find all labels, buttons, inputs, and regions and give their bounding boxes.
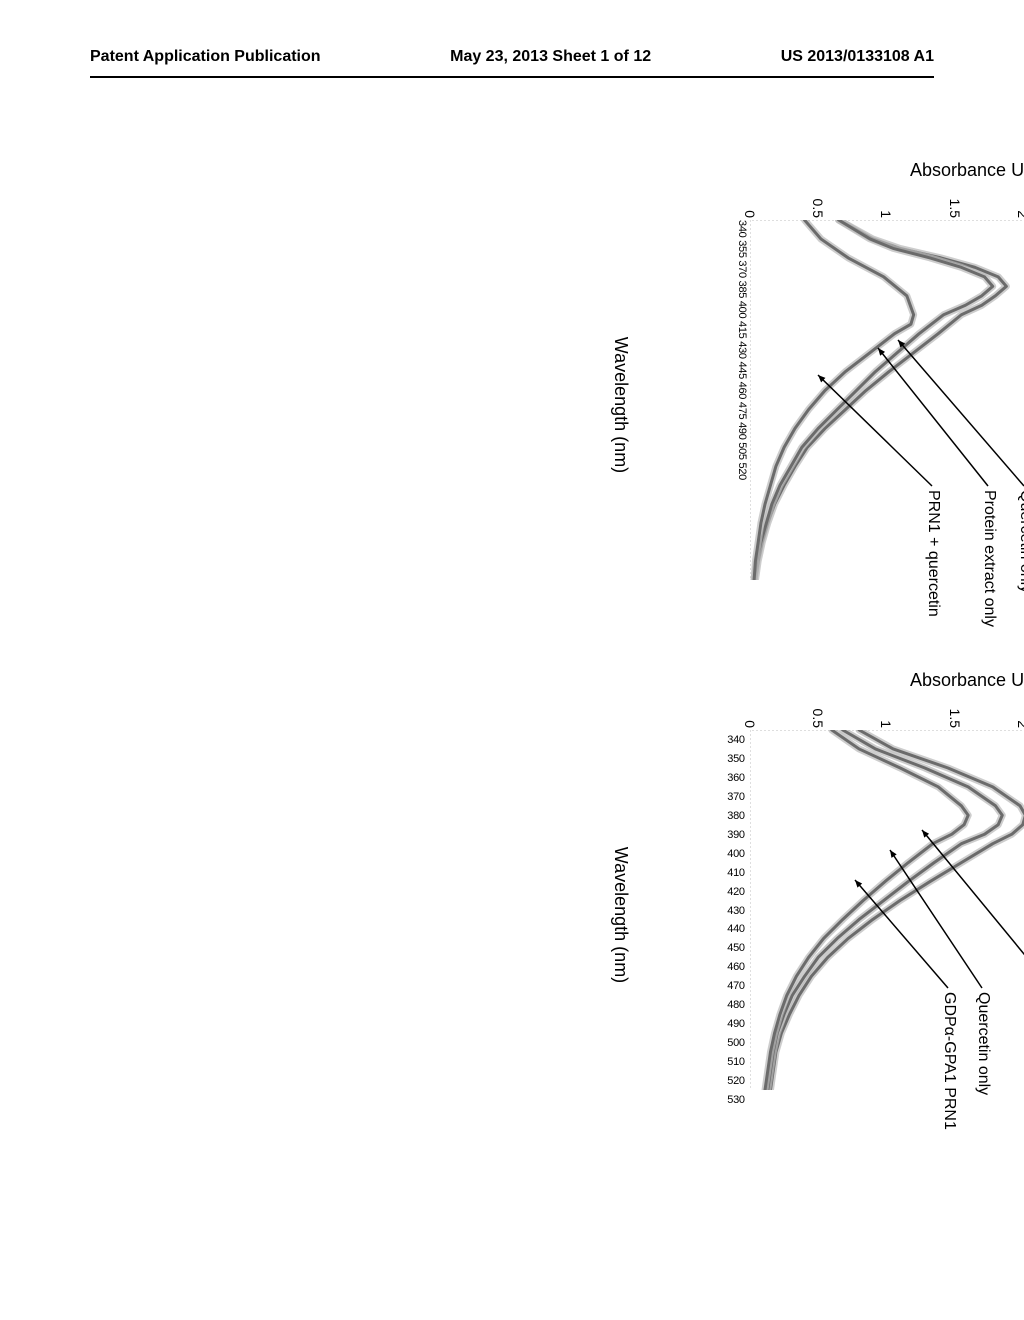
annotation-label: Quercetin only: [1016, 490, 1024, 593]
xtick-label: 400: [727, 848, 744, 860]
page-header: Patent Application Publication May 23, 2…: [0, 48, 1024, 66]
figure-1-ylabel: Absorbance UV: [910, 160, 1024, 181]
ytick-label: 0: [742, 720, 758, 728]
figure-pair: FIG. 1 Absorbance UV 00.511.52 340 355 3…: [580, 170, 1024, 1150]
figure-2-yticks: 00.511.52: [750, 702, 1024, 728]
annotation-label: GDPα-GPA1 PRN1: [940, 992, 958, 1130]
xtick-label: 450: [727, 942, 744, 954]
rotated-figure-sheet: FIG. 1 Absorbance UV 00.511.52 340 355 3…: [10, 360, 990, 960]
ytick-label: 2: [1015, 720, 1024, 728]
ytick-label: 1: [878, 720, 894, 728]
header-rule: [90, 76, 934, 78]
annotation-label: Quercetin only: [974, 992, 992, 1095]
xtick-label: 420: [727, 886, 744, 898]
xtick-label: 410: [727, 867, 744, 879]
annotation-label: PRN1 + quercetin: [924, 490, 942, 617]
xtick-label: 460: [727, 961, 744, 973]
xtick-label: 490: [727, 1018, 744, 1030]
xtick-label: 430: [727, 905, 744, 917]
xtick-label: 470: [727, 980, 744, 992]
figure-2-xlabel: Wavelength (nm): [610, 680, 631, 1150]
xtick-label: 510: [727, 1056, 744, 1068]
ytick-label: 1.5: [947, 709, 963, 728]
figure-1-xlabel: Wavelength (nm): [610, 170, 631, 640]
xtick-label: 500: [727, 1037, 744, 1049]
ytick-label: 0.5: [810, 199, 826, 218]
xtick-label: 340: [727, 734, 744, 746]
series-glow: [754, 220, 914, 580]
ytick-label: 0.5: [810, 709, 826, 728]
xtick-label: 370: [727, 791, 744, 803]
ytick-label: 1.5: [947, 199, 963, 218]
figure-2: FIG. 2 Absorbance UV 00.511.52 340350360…: [580, 680, 1024, 1150]
figure-1-yticks: 00.511.52: [750, 192, 1024, 218]
figure-2-ylabel: Absorbance UV: [910, 670, 1024, 691]
ytick-label: 1: [878, 210, 894, 218]
xtick-label: 380: [727, 810, 744, 822]
xtick-label: 440: [727, 923, 744, 935]
figure-2-xticks: 340 350 360 370 380 390 400 410 420 430 440 450 460 4…: [708, 730, 748, 1090]
figure-1-xticks: 340 355 370 385 400 415 430 445 460 475 …: [708, 220, 748, 580]
figure-1: FIG. 1 Absorbance UV 00.511.52 340 355 3…: [580, 170, 1024, 640]
xtick-label: 350: [727, 753, 744, 765]
header-right: US 2013/0133108 A1: [781, 48, 934, 66]
ytick-label: 2: [1015, 210, 1024, 218]
header-left: Patent Application Publication: [90, 48, 321, 66]
xtick-label: 520: [727, 1075, 744, 1087]
xtick-label: 530: [727, 1094, 744, 1106]
xtick-label: 390: [727, 829, 744, 841]
header-center: May 23, 2013 Sheet 1 of 12: [450, 48, 651, 66]
xtick-label: 480: [727, 999, 744, 1011]
xtick-label: 360: [727, 772, 744, 784]
series-line: [754, 220, 914, 580]
annotation-label: Protein extract only: [980, 490, 998, 627]
ytick-label: 0: [742, 210, 758, 218]
